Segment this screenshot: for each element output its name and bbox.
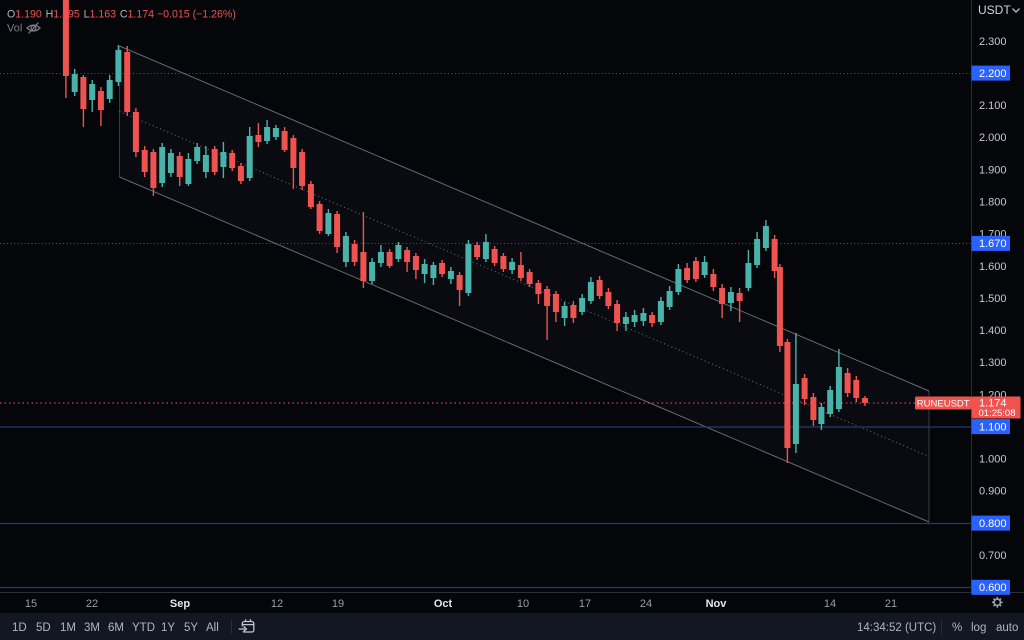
svg-text:15: 15 bbox=[25, 598, 37, 610]
svg-text:0.700: 0.700 bbox=[979, 550, 1007, 562]
svg-text:Oct: Oct bbox=[434, 598, 453, 610]
svg-text:log: log bbox=[971, 622, 986, 634]
svg-text:2.100: 2.100 bbox=[979, 100, 1007, 112]
svg-text:0.900: 0.900 bbox=[979, 486, 1007, 498]
svg-text:1.500: 1.500 bbox=[979, 293, 1007, 305]
svg-text:auto: auto bbox=[996, 622, 1018, 634]
svg-text:0.800: 0.800 bbox=[979, 518, 1007, 530]
svg-text:22: 22 bbox=[86, 598, 98, 610]
svg-text:1.400: 1.400 bbox=[979, 325, 1007, 337]
svg-text:1.600: 1.600 bbox=[979, 261, 1007, 273]
svg-text:Sep: Sep bbox=[170, 598, 190, 610]
svg-text:1.000: 1.000 bbox=[979, 454, 1007, 466]
svg-text:2.000: 2.000 bbox=[979, 132, 1007, 144]
svg-text:O1.190 H1.195 L1.163 C1.174: O1.190 H1.195 L1.163 C1.174 −0.015 (−1.2… bbox=[7, 9, 236, 21]
svg-text:1D: 1D bbox=[12, 622, 27, 634]
svg-text:5Y: 5Y bbox=[184, 622, 198, 634]
svg-text:17: 17 bbox=[579, 598, 591, 610]
svg-text:USDT: USDT bbox=[978, 3, 1011, 17]
svg-text:1.800: 1.800 bbox=[979, 197, 1007, 209]
svg-text:21: 21 bbox=[885, 598, 897, 610]
svg-text:12: 12 bbox=[271, 598, 283, 610]
svg-text:1.100: 1.100 bbox=[979, 421, 1007, 433]
svg-text:01:25:08: 01:25:08 bbox=[979, 408, 1016, 419]
svg-text:0.600: 0.600 bbox=[979, 582, 1007, 594]
svg-text:RUNEUSDT: RUNEUSDT bbox=[917, 398, 970, 409]
svg-text:1.300: 1.300 bbox=[979, 357, 1007, 369]
svg-text:14: 14 bbox=[824, 598, 836, 610]
svg-text:1.900: 1.900 bbox=[979, 164, 1007, 176]
svg-text:5D: 5D bbox=[36, 622, 51, 634]
svg-text:1Y: 1Y bbox=[161, 622, 175, 634]
svg-text:Vol: Vol bbox=[7, 23, 22, 35]
svg-text:1.670: 1.670 bbox=[979, 238, 1007, 250]
svg-text:2.200: 2.200 bbox=[979, 68, 1007, 80]
svg-text:3M: 3M bbox=[84, 622, 100, 634]
svg-text:1M: 1M bbox=[60, 622, 76, 634]
svg-text:10: 10 bbox=[517, 598, 529, 610]
svg-text:All: All bbox=[206, 622, 219, 634]
svg-text:Nov: Nov bbox=[706, 598, 728, 610]
svg-text:19: 19 bbox=[332, 598, 344, 610]
svg-text:24: 24 bbox=[640, 598, 652, 610]
svg-text:%: % bbox=[952, 622, 962, 634]
svg-text:6M: 6M bbox=[108, 622, 124, 634]
svg-text:14:34:52 (UTC): 14:34:52 (UTC) bbox=[857, 622, 936, 634]
svg-text:2.300: 2.300 bbox=[979, 36, 1007, 48]
svg-text:YTD: YTD bbox=[132, 622, 155, 634]
svg-text:1.174: 1.174 bbox=[979, 398, 1007, 410]
